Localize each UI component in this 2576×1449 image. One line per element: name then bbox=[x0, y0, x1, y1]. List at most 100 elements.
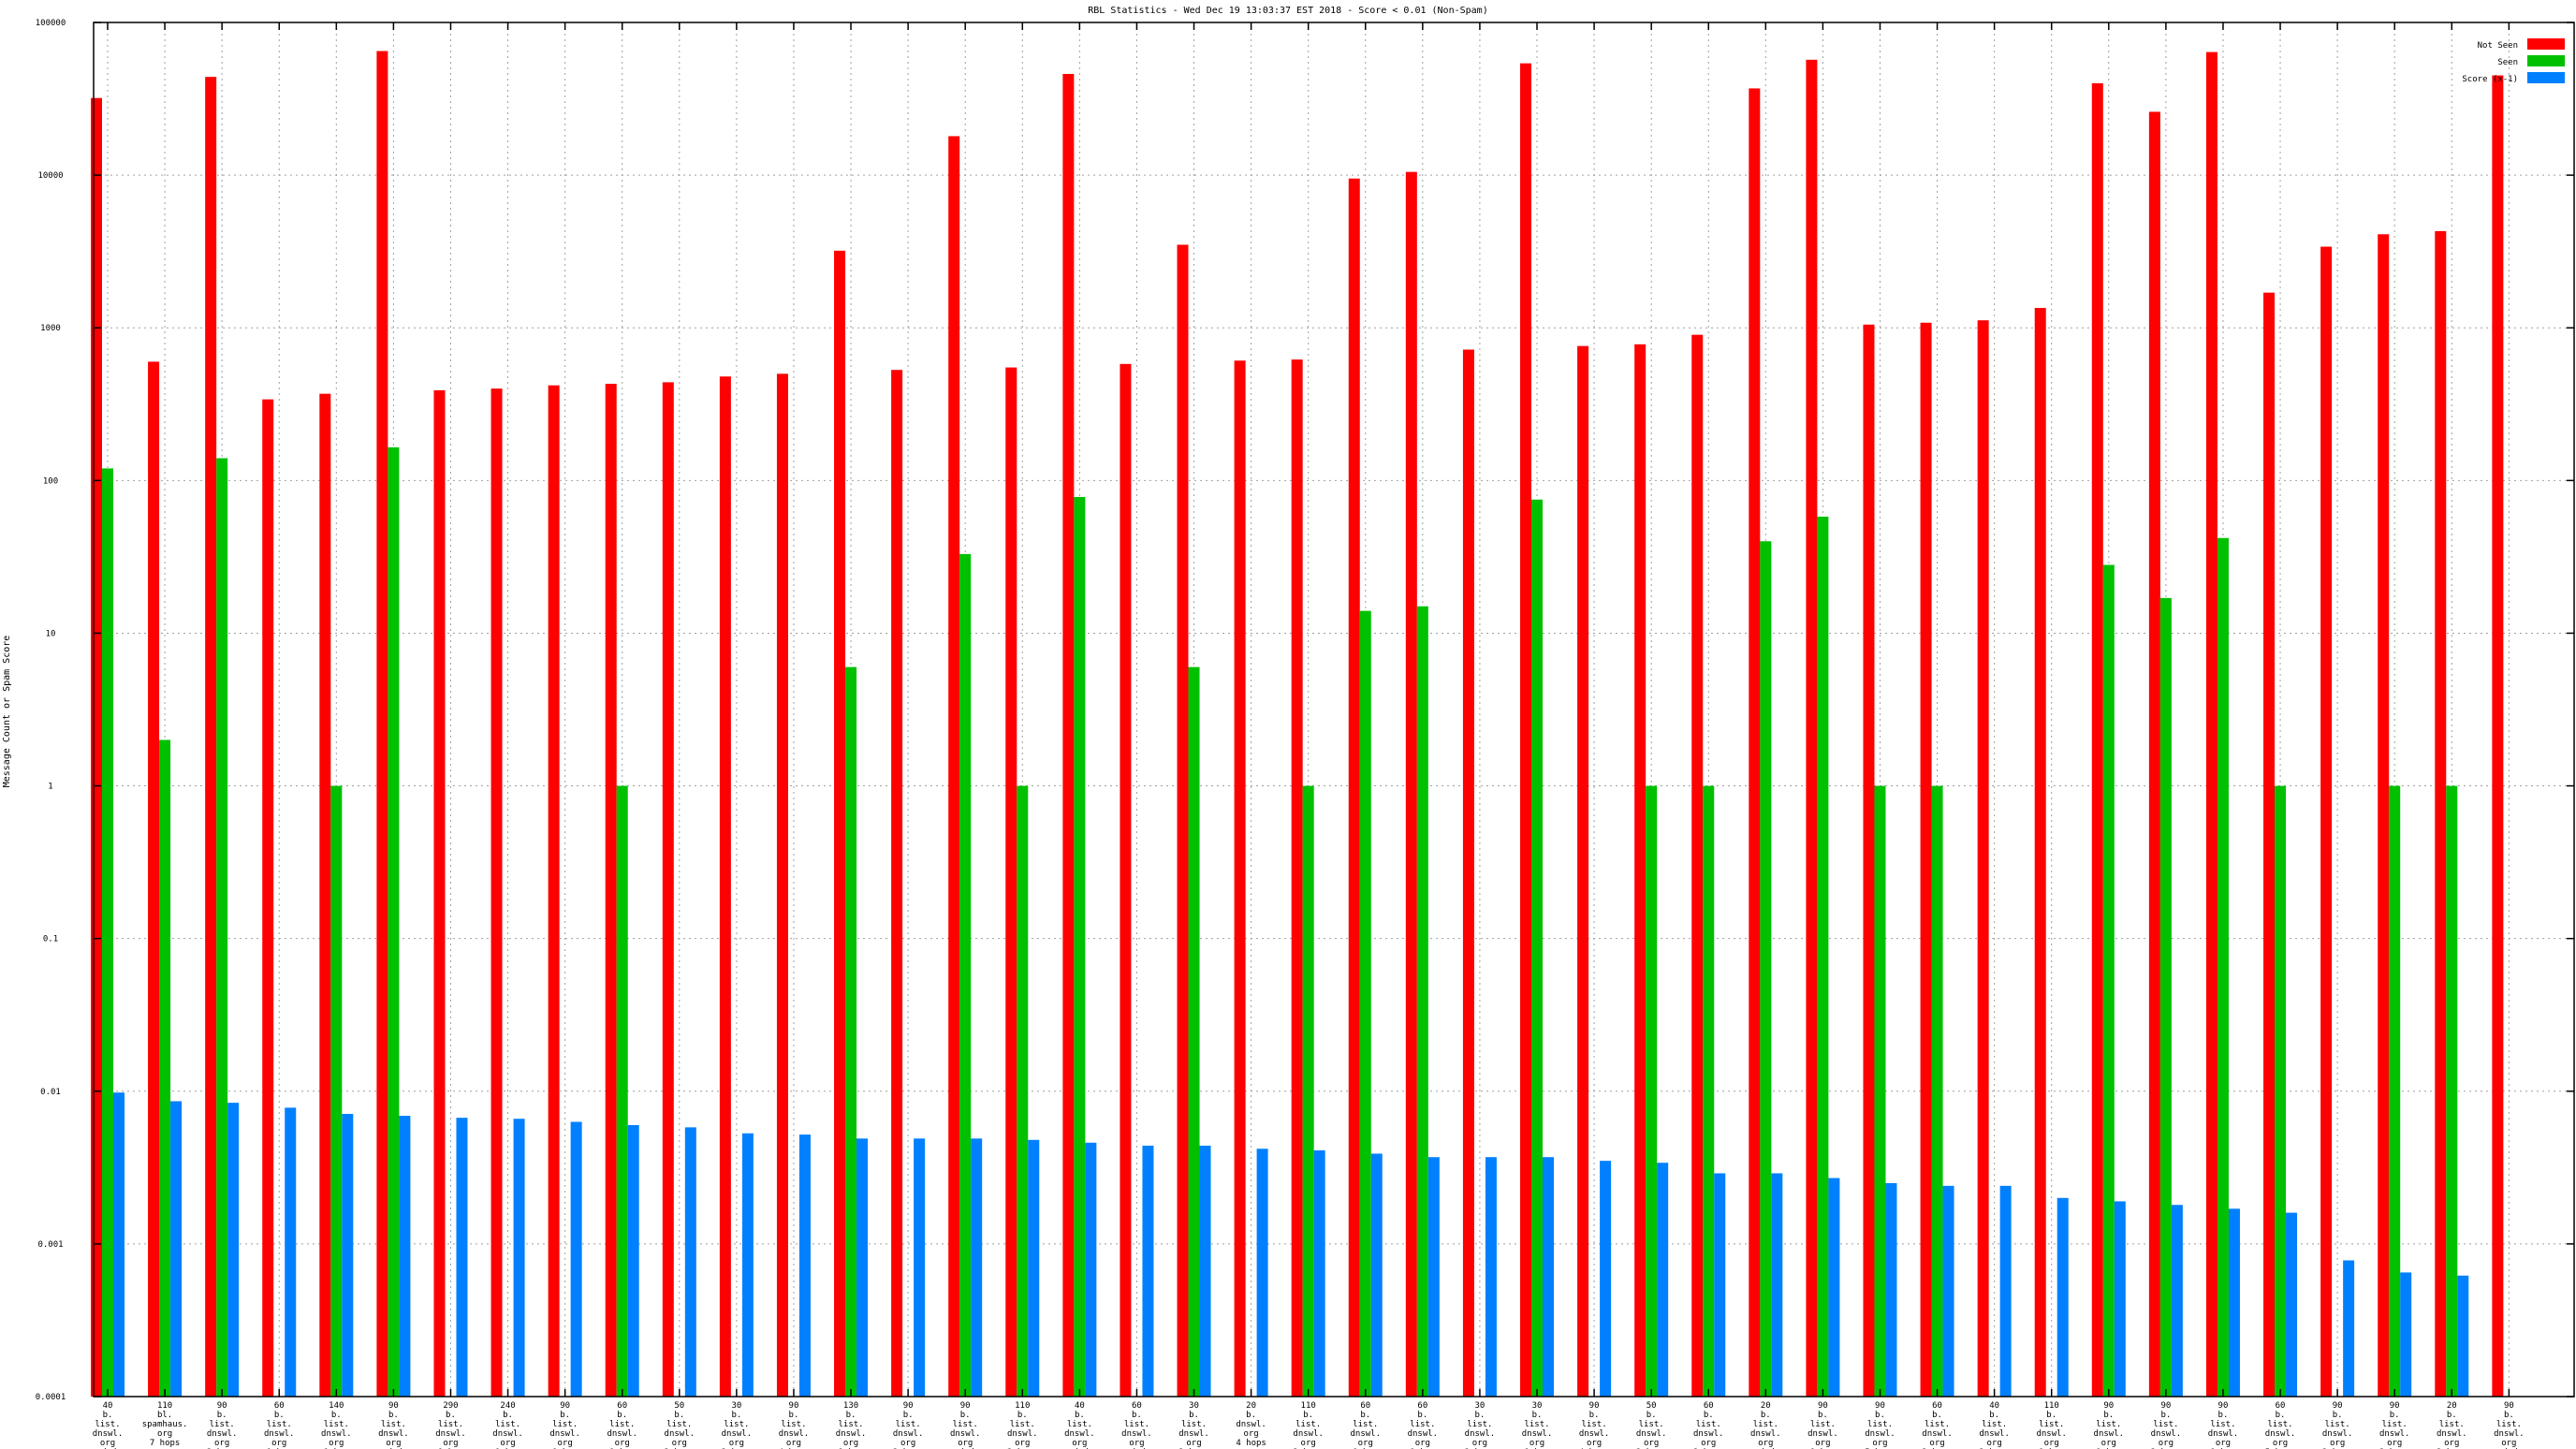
x-tick-label-line: b. bbox=[617, 1411, 627, 1420]
x-tick-label-line: dnswl. bbox=[1979, 1429, 2010, 1439]
y-axis-ticks: 0.0001 0.001 0.01 0.1 1 10 100 1000 10000 100000 bbox=[36, 19, 2574, 1402]
x-tick-label-line: org bbox=[1072, 1439, 1087, 1448]
bar-score-x-1 bbox=[342, 1114, 354, 1397]
bar-score-x-1 bbox=[2400, 1272, 2412, 1397]
x-tick-label-line: org bbox=[786, 1439, 801, 1448]
bar-seen bbox=[1302, 785, 1314, 1397]
bar-score-x-1 bbox=[1828, 1178, 1840, 1397]
bar-not-seen bbox=[148, 361, 160, 1397]
x-tick-label-line: dnswl. bbox=[2208, 1429, 2239, 1439]
x-tick-label-line: dnswl. bbox=[950, 1429, 981, 1439]
bar-seen bbox=[1817, 516, 1829, 1397]
x-tick-label-line: 30 bbox=[1532, 1401, 1543, 1411]
bar-score-x-1 bbox=[1085, 1142, 1097, 1397]
bar-not-seen bbox=[2435, 230, 2447, 1397]
bar-score-x-1 bbox=[570, 1121, 582, 1397]
x-tick-label-line: org bbox=[214, 1439, 229, 1448]
x-tick-label-line: 60 bbox=[274, 1401, 285, 1411]
x-tick-label-line: 90 bbox=[789, 1401, 799, 1411]
x-tick-label: 110 bl. spamhaus. org 7 hops bbox=[142, 1401, 188, 1448]
x-tick-label-line: b. bbox=[1932, 1411, 1942, 1420]
x-tick-label-line: list. bbox=[1982, 1420, 2007, 1429]
x-tick-label-line: b. bbox=[1875, 1411, 1885, 1420]
x-tick-label-line: dnswl. bbox=[492, 1429, 523, 1439]
bar-score-x-1 bbox=[741, 1133, 754, 1397]
bar-score-x-1 bbox=[1543, 1157, 1554, 1397]
bar-not-seen bbox=[1691, 334, 1704, 1397]
bar-seen bbox=[1531, 499, 1543, 1397]
x-tick-label-line: dnswl. bbox=[1693, 1429, 1724, 1439]
x-tick-label-line: org bbox=[2101, 1439, 2116, 1448]
x-tick-label-line: list. bbox=[1810, 1420, 1836, 1429]
x-tick-label-line: dnswl. bbox=[607, 1429, 637, 1439]
bar-score-x-1 bbox=[2171, 1205, 2183, 1397]
x-tick-label-line: list. bbox=[2382, 1420, 2408, 1429]
x-tick-label-line: list. bbox=[1124, 1420, 1149, 1429]
x-tick-label-line: 60 bbox=[2276, 1401, 2286, 1411]
x-tick-label-line: 130 bbox=[843, 1401, 858, 1411]
x-tick-label-line: b. bbox=[2218, 1411, 2229, 1420]
bar-not-seen bbox=[205, 77, 217, 1397]
bar-seen bbox=[1703, 785, 1715, 1397]
x-tick-label-line: 50 bbox=[1647, 1401, 1657, 1411]
x-tick-label-line: list. bbox=[381, 1420, 406, 1429]
x-tick-label-line: b. bbox=[1075, 1411, 1085, 1420]
x-tick-label-line: dnswl. bbox=[1178, 1429, 1209, 1439]
x-tick-label-line: 90 bbox=[1589, 1401, 1600, 1411]
bar-score-x-1 bbox=[456, 1118, 468, 1397]
x-tick-label-line: b. bbox=[960, 1411, 971, 1420]
x-tick-label-line: 90 bbox=[217, 1401, 227, 1411]
x-tick-label-line: b. bbox=[2333, 1411, 2343, 1420]
x-tick-label-line: dnswl. bbox=[2265, 1429, 2296, 1439]
x-tick-label-line: b. bbox=[1303, 1411, 1313, 1420]
x-tick-label-line: org bbox=[672, 1439, 687, 1448]
bar-not-seen bbox=[719, 376, 731, 1397]
bar-not-seen bbox=[1520, 63, 1531, 1398]
legend-swatch bbox=[2527, 38, 2565, 50]
x-tick-label-line: list. bbox=[495, 1420, 520, 1429]
x-tick-label-line: 90 bbox=[2218, 1401, 2229, 1411]
bar-not-seen bbox=[662, 382, 674, 1398]
bar-not-seen bbox=[91, 97, 102, 1397]
x-tick-label-line: b. bbox=[1246, 1411, 1256, 1420]
x-tick-label-line: list. bbox=[1295, 1420, 1321, 1429]
x-tick-label-line: dnswl. bbox=[1236, 1420, 1266, 1429]
x-tick-label-line: b. bbox=[2504, 1411, 2514, 1420]
x-tick-label-line: dnswl. bbox=[2151, 1429, 2182, 1439]
x-tick-label-line: 90 bbox=[2390, 1401, 2400, 1411]
bar-not-seen bbox=[376, 51, 388, 1398]
x-tick-label-line: dnswl. bbox=[779, 1429, 810, 1439]
x-tick-label-line: b. bbox=[331, 1411, 342, 1420]
bar-not-seen bbox=[319, 393, 331, 1397]
x-tick-label-line: 60 bbox=[617, 1401, 627, 1411]
x-tick-label-line: org bbox=[900, 1439, 915, 1448]
y-tick-label: 100 bbox=[43, 476, 58, 486]
x-tick-label-line: 30 bbox=[731, 1401, 741, 1411]
x-tick-label-line: bl. bbox=[157, 1411, 172, 1420]
x-tick-label-line: 90 bbox=[388, 1401, 399, 1411]
x-tick-label-line: dnswl. bbox=[264, 1429, 295, 1439]
bar-seen bbox=[1359, 610, 1371, 1397]
x-tick-label-line: b. bbox=[2103, 1411, 2114, 1420]
x-tick-label-line: org bbox=[2501, 1439, 2516, 1448]
x-tick-label-line: list. bbox=[1925, 1420, 1950, 1429]
bar-seen bbox=[2159, 597, 2172, 1397]
bar-score-x-1 bbox=[627, 1124, 639, 1397]
y-axis-label: Message Count or Spam Score bbox=[2, 636, 12, 788]
x-tick-label-line: org bbox=[443, 1439, 458, 1448]
x-tick-label-line: list. bbox=[1696, 1420, 1721, 1429]
bar-not-seen bbox=[1577, 345, 1589, 1397]
bar-score-x-1 bbox=[1600, 1161, 1612, 1397]
x-tick-label-line: dnswl. bbox=[2322, 1429, 2353, 1439]
bar-score-x-1 bbox=[2228, 1208, 2240, 1397]
x-tick-label-line: list. bbox=[2325, 1420, 2350, 1429]
x-tick-label-line: 20 bbox=[2447, 1401, 2457, 1411]
bar-not-seen bbox=[548, 385, 560, 1397]
x-tick-label-line: list. bbox=[838, 1420, 863, 1429]
x-tick-label-line: dnswl. bbox=[2036, 1429, 2067, 1439]
